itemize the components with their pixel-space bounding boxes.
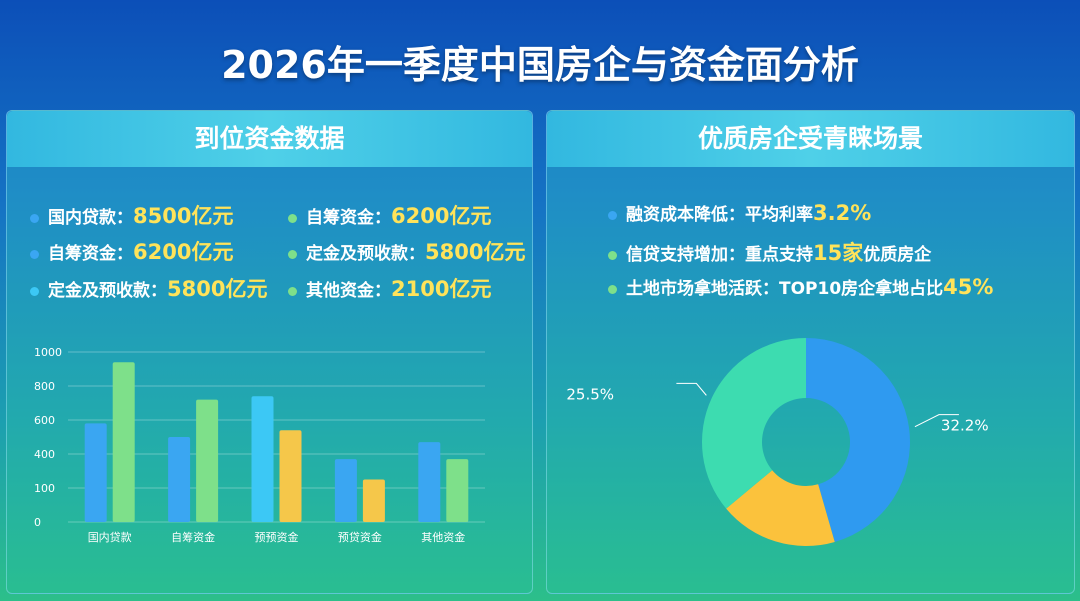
bullet bbox=[30, 286, 39, 296]
bullet bbox=[608, 210, 617, 220]
x-tick-label: 国内贷款 bbox=[88, 530, 132, 544]
list-item: 信贷支持增加：重点支持15家优质房企 bbox=[608, 237, 931, 267]
pie-slice bbox=[726, 470, 835, 546]
item-text: 土地市场拿地活跃：TOP10房企拿地占比 bbox=[626, 279, 944, 299]
bar bbox=[196, 399, 219, 522]
x-tick-label: 其他资金 bbox=[421, 530, 465, 544]
page-title: 2026年一季度中国房企与资金面分析 bbox=[221, 43, 859, 87]
bar bbox=[279, 430, 302, 522]
x-tick-label: 自筹资金 bbox=[171, 530, 215, 544]
pie-slice bbox=[702, 338, 806, 509]
highlight-value: 45% bbox=[943, 275, 994, 299]
leader-line bbox=[914, 414, 959, 428]
leader-line bbox=[676, 382, 707, 396]
y-tick-label: 0 bbox=[34, 516, 41, 529]
list-item: 定金及预收款：5800亿元 bbox=[288, 236, 525, 266]
bar bbox=[251, 396, 274, 522]
item-text: 自筹资金： bbox=[48, 244, 133, 264]
slice-label: 32.2% bbox=[941, 417, 989, 435]
x-tick-label: 预预资金 bbox=[255, 530, 299, 544]
list-item: 其他资金：2100亿元 bbox=[288, 273, 491, 303]
panel-header: 到位资金数据 bbox=[7, 111, 532, 167]
bullet bbox=[608, 284, 617, 294]
highlight-value: 2100亿元 bbox=[391, 277, 492, 301]
bullet bbox=[30, 213, 39, 223]
bar bbox=[112, 362, 135, 522]
list-item: 自筹资金：6200亿元 bbox=[30, 236, 233, 266]
bullet bbox=[30, 249, 39, 259]
y-tick-label: 400 bbox=[34, 448, 55, 461]
list-item: 融资成本降低：平均利率3.2% bbox=[608, 200, 871, 225]
y-tick-label: 800 bbox=[34, 380, 55, 393]
panel-header: 优质房企受青睐场景 bbox=[547, 111, 1074, 167]
item-text: 定金及预收款： bbox=[306, 244, 425, 264]
y-tick-label: 600 bbox=[34, 414, 55, 427]
item-text: 定金及预收款： bbox=[48, 281, 167, 301]
list-item: 国内贷款：8500亿元 bbox=[30, 200, 233, 230]
item-text: 国内贷款： bbox=[48, 208, 133, 228]
item-text: 信贷支持增加：重点支持 bbox=[626, 245, 813, 265]
bullet bbox=[288, 249, 297, 259]
bullet bbox=[288, 213, 297, 223]
pie-slice bbox=[806, 338, 910, 542]
bullet bbox=[288, 286, 297, 296]
highlight-value: 15家 bbox=[813, 241, 864, 265]
highlight-value: 6200亿元 bbox=[133, 240, 234, 264]
highlight-value: 3.2% bbox=[813, 201, 872, 225]
y-tick-label: 100 bbox=[34, 482, 55, 495]
bar bbox=[362, 479, 385, 522]
bar bbox=[168, 437, 191, 522]
bar bbox=[418, 442, 441, 522]
list-item: 定金及预收款：5800亿元 bbox=[30, 273, 267, 303]
bar bbox=[334, 459, 357, 522]
highlight-value: 5800亿元 bbox=[167, 277, 268, 301]
item-text: 融资成本降低：平均利率 bbox=[626, 205, 813, 225]
y-tick-label: 1000 bbox=[34, 346, 62, 359]
list-item: 土地市场拿地活跃：TOP10房企拿地占比45% bbox=[608, 274, 993, 299]
list-item: 自筹资金：6200亿元 bbox=[288, 200, 491, 230]
item-text: 自筹资金： bbox=[306, 208, 391, 228]
item-text: 优质房企 bbox=[863, 245, 932, 265]
item-text: 其他资金： bbox=[306, 281, 391, 301]
highlight-value: 6200亿元 bbox=[391, 204, 492, 228]
bar bbox=[84, 423, 107, 522]
slice-label: 25.5% bbox=[566, 385, 614, 403]
bullet bbox=[608, 250, 617, 260]
highlight-value: 8500亿元 bbox=[133, 204, 234, 228]
x-tick-label: 预贷资金 bbox=[338, 530, 382, 544]
highlight-value: 5800亿元 bbox=[425, 240, 526, 264]
bar bbox=[446, 459, 469, 522]
